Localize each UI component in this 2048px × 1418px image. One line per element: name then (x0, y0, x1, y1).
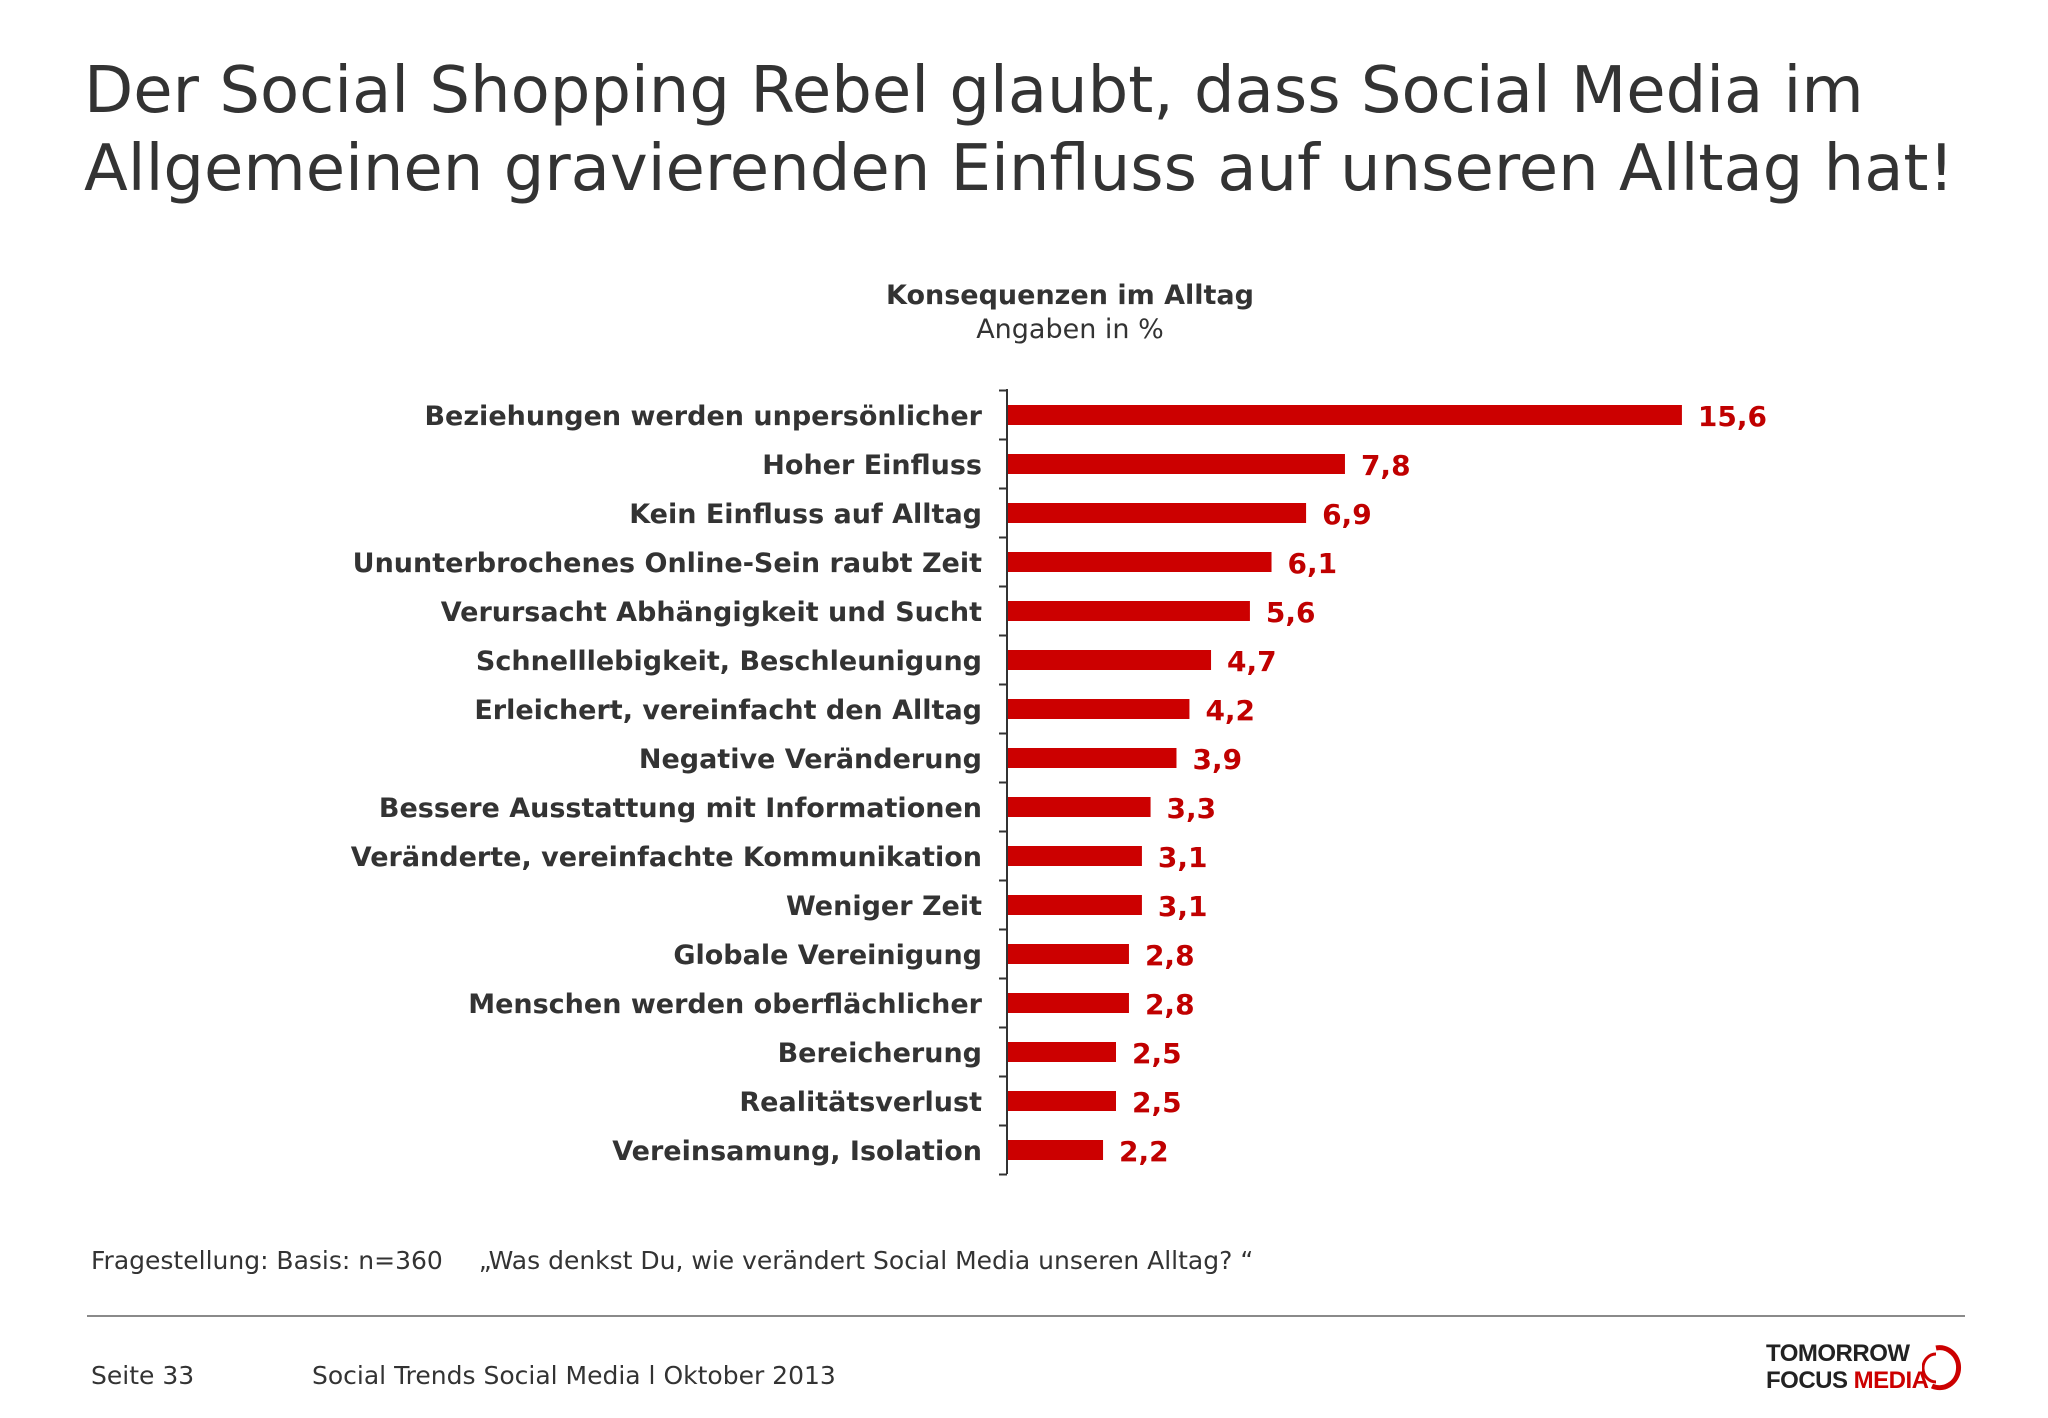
category-label: Bessere Ausstattung mit Informationen (379, 793, 982, 824)
footer-source: Social Trends Social Media l Oktober 201… (312, 1361, 836, 1390)
category-label: Verursacht Abhängigkeit und Sucht (441, 597, 982, 628)
value-label: 7,8 (1361, 449, 1411, 482)
chart-subtitle: Angaben in % (976, 314, 1164, 345)
category-label: Vereinsamung, Isolation (612, 1136, 982, 1167)
category-label: Erleichert, vereinfacht den Alltag (474, 695, 982, 726)
bar (1008, 601, 1250, 621)
bar (1008, 650, 1212, 670)
footnote-question: „Was denkst Du, wie verändert Social Med… (478, 1246, 1254, 1275)
bar (1008, 846, 1142, 866)
category-label: Kein Einfluss auf Alltag (629, 499, 982, 530)
bar (1008, 748, 1177, 768)
company-logo: TOMORROW FOCUS MEDIA (1766, 1340, 1966, 1396)
value-label: 4,2 (1205, 694, 1255, 727)
chart-title: Konsequenzen im Alltag (886, 280, 1254, 311)
bar (1008, 699, 1190, 719)
footnote: Fragestellung: Basis: n=360 „Was denkst D… (91, 1246, 1253, 1275)
category-label: Globale Vereinigung (673, 940, 982, 971)
bar (1008, 1140, 1104, 1160)
value-label: 3,1 (1158, 890, 1208, 923)
value-label: 3,3 (1167, 792, 1217, 825)
value-label: 2,5 (1132, 1037, 1182, 1070)
value-label: 2,8 (1145, 939, 1195, 972)
value-label: 2,8 (1145, 988, 1195, 1021)
logo-line2-focus: FOCUS (1766, 1367, 1854, 1394)
logo-line2: FOCUS MEDIA (1766, 1367, 1929, 1395)
value-label: 2,5 (1132, 1086, 1182, 1119)
value-label: 6,1 (1288, 547, 1338, 580)
bar (1008, 503, 1307, 523)
slide-title: Der Social Shopping Rebel glaubt, dass S… (84, 54, 1955, 206)
bar (1008, 454, 1345, 474)
category-label: Veränderte, vereinfachte Kommunikation (351, 842, 982, 873)
logo-line2-media: MEDIA (1853, 1367, 1929, 1394)
value-label: 3,9 (1192, 743, 1242, 776)
category-label: Negative Veränderung (639, 744, 982, 775)
category-label: Weniger Zeit (786, 891, 982, 922)
page-number: Seite 33 (91, 1361, 195, 1390)
logo-ring-icon (1922, 1345, 1962, 1391)
bar (1008, 552, 1272, 572)
category-label: Menschen werden oberflächlicher (468, 989, 982, 1020)
bar (1008, 1042, 1116, 1062)
bar (1008, 405, 1682, 425)
value-label: 2,2 (1119, 1135, 1169, 1168)
category-label: Schnelllebigkeit, Beschleunigung (476, 646, 982, 677)
footnote-basis: Fragestellung: Basis: n=360 (91, 1246, 443, 1275)
logo-line1: TOMORROW (1766, 1340, 1910, 1367)
value-label: 6,9 (1322, 498, 1372, 531)
category-label: Realitätsverlust (739, 1087, 982, 1118)
bar-chart: Beziehungen werden unpersönlicher 15,6 Hoh… (351, 389, 1767, 1176)
category-label: Ununterbrochenes Online-Sein raubt Zeit (353, 548, 982, 579)
value-label: 4,7 (1227, 645, 1277, 678)
footer-divider (87, 1315, 1965, 1317)
value-label: 3,1 (1158, 841, 1208, 874)
bar (1008, 1091, 1116, 1111)
category-label: Bereicherung (778, 1038, 982, 1069)
value-label: 5,6 (1266, 596, 1316, 629)
bar (1008, 797, 1151, 817)
bar (1008, 895, 1142, 915)
category-label: Hoher Einfluss (762, 450, 982, 481)
bar (1008, 993, 1129, 1013)
category-label: Beziehungen werden unpersönlicher (424, 401, 982, 432)
bar (1008, 944, 1129, 964)
value-label: 15,6 (1698, 400, 1767, 433)
